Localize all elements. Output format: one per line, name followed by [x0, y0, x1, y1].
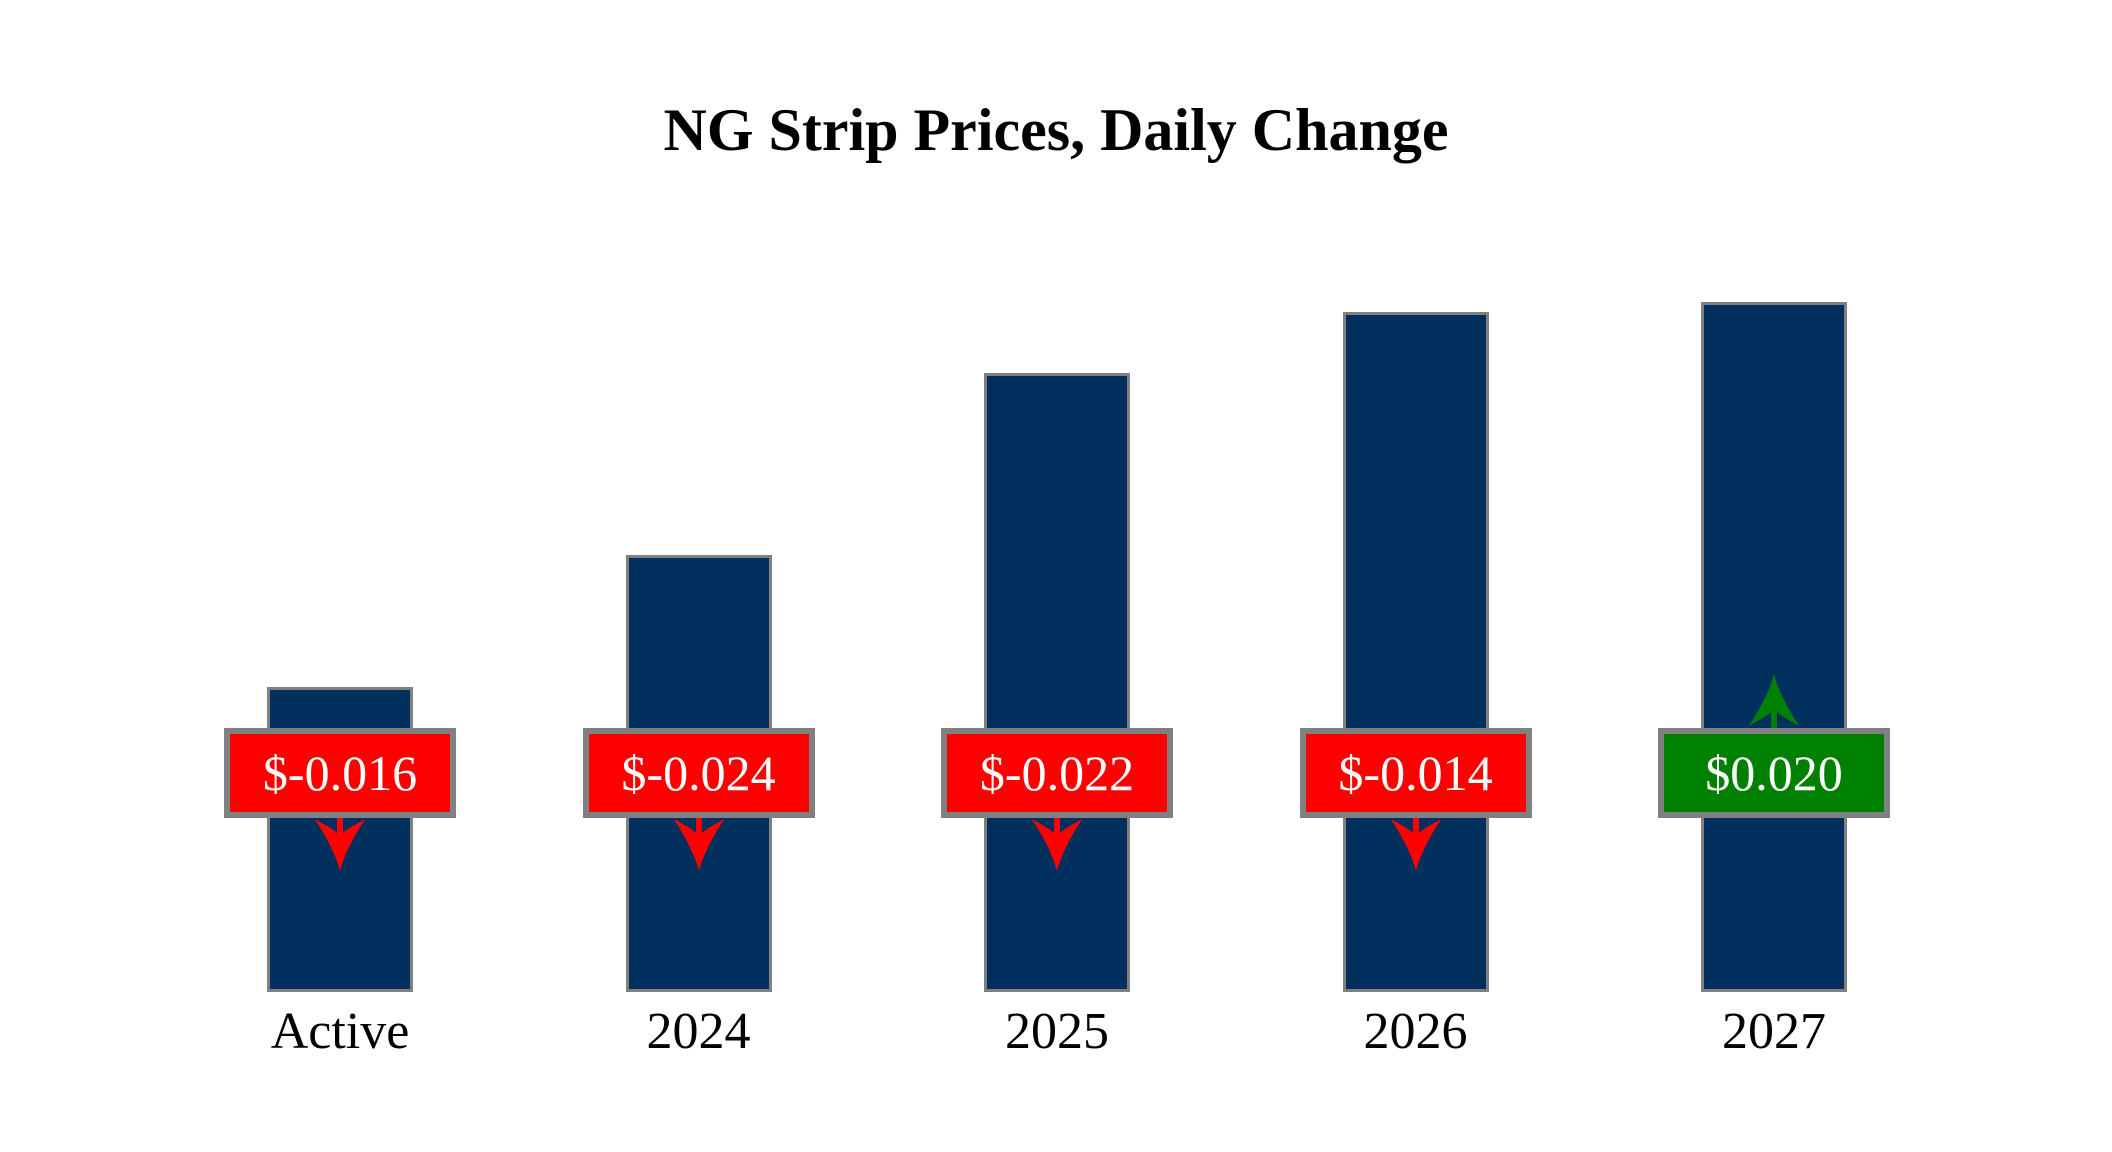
bar — [1342, 312, 1489, 992]
down-arrow-icon — [1386, 814, 1446, 871]
change-badge-label: $-0.014 — [1338, 745, 1493, 801]
change-badge-label: $-0.016 — [262, 745, 418, 801]
change-badge: $-0.016 — [224, 728, 456, 818]
chart-title: NG Strip Prices, Daily Change — [663, 97, 1449, 163]
change-badge-label: $-0.022 — [979, 745, 1135, 801]
bar — [984, 373, 1130, 992]
category-label: 2025 — [1005, 1003, 1109, 1060]
category-label: 2024 — [646, 1003, 751, 1060]
change-badge: $-0.022 — [941, 728, 1173, 818]
down-arrow-icon — [669, 814, 729, 871]
change-badge-label: $0.020 — [1705, 745, 1843, 801]
bar — [1701, 302, 1847, 992]
change-badge: $-0.024 — [582, 728, 815, 818]
category-label: 2027 — [1722, 1003, 1826, 1060]
up-arrow-icon — [1744, 674, 1804, 731]
down-arrow-icon — [310, 814, 370, 871]
change-badge: $0.020 — [1658, 728, 1890, 818]
category-label: Active — [270, 1003, 410, 1060]
change-badge-label: $-0.024 — [621, 745, 776, 801]
change-badge: $-0.014 — [1299, 728, 1532, 818]
category-label: 2026 — [1363, 1003, 1468, 1060]
down-arrow-icon — [1027, 814, 1087, 871]
